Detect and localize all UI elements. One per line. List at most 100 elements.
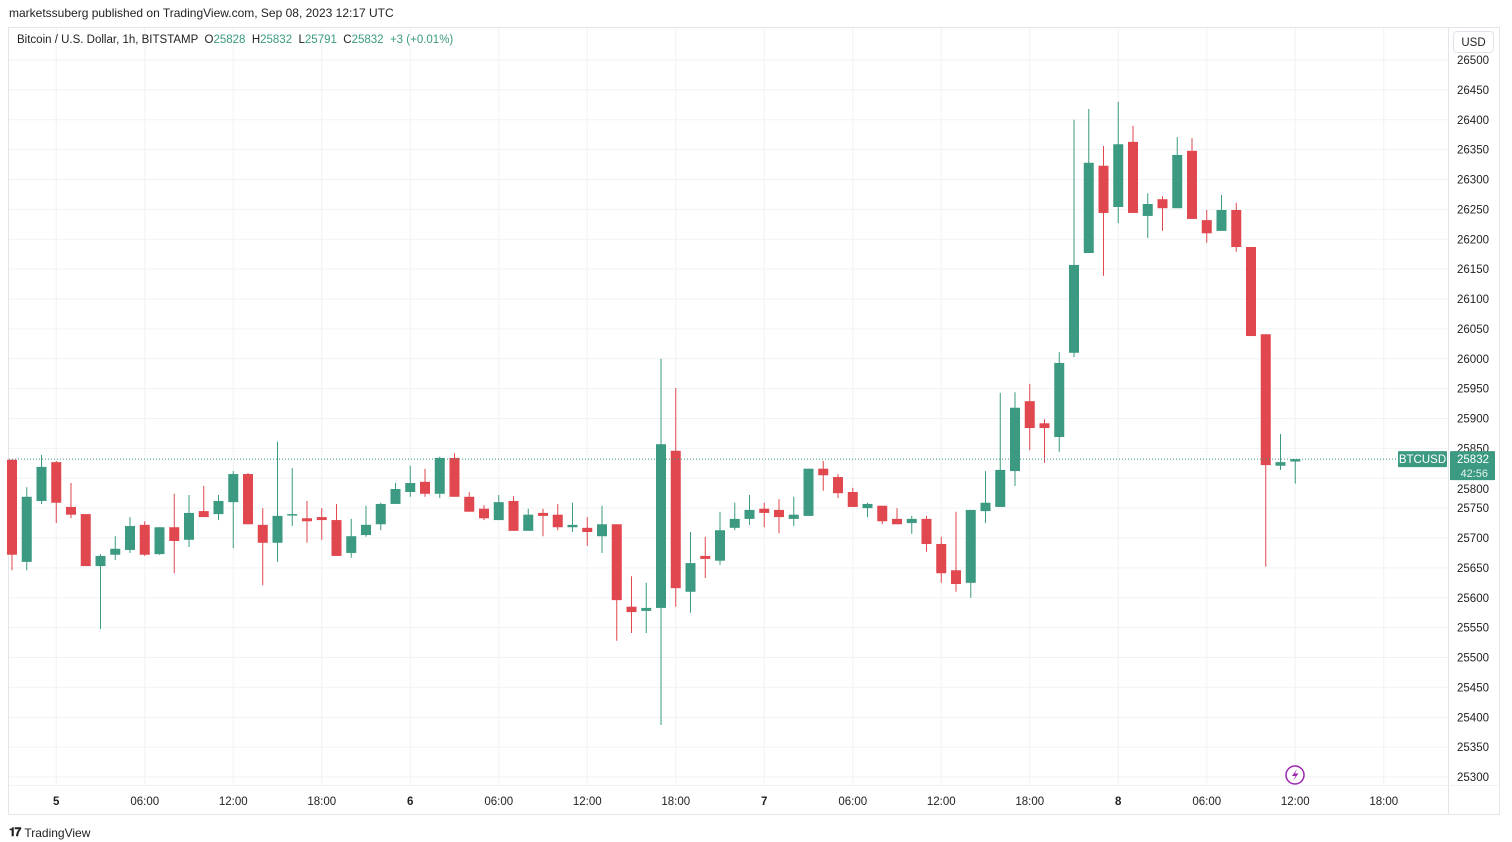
candle-body: [1113, 144, 1124, 207]
candle-body: [375, 503, 386, 525]
candle-body: [818, 468, 829, 476]
candle: [7, 459, 17, 571]
candle: [744, 494, 755, 525]
y-tick-label: 26400: [1457, 115, 1489, 127]
candle-body: [744, 509, 755, 519]
candle-body: [66, 506, 76, 515]
x-tick-label: 18:00: [1369, 796, 1398, 808]
x-tick-label: 06:00: [838, 796, 867, 808]
candle-body: [287, 514, 298, 516]
candle: [1201, 209, 1212, 243]
candle: [390, 483, 401, 504]
x-tick-label: 18:00: [307, 796, 336, 808]
candle: [567, 502, 578, 533]
y-tick-label: 26050: [1457, 324, 1489, 336]
candle: [611, 524, 622, 641]
candle-body: [420, 481, 430, 494]
y-tick-label: 25950: [1457, 384, 1489, 396]
candle: [833, 474, 843, 498]
candle-body: [538, 512, 548, 516]
y-tick-label: 26450: [1457, 85, 1489, 97]
candle: [759, 502, 770, 528]
candle: [449, 453, 460, 497]
candle-body: [1128, 141, 1138, 213]
candle-body: [257, 524, 268, 543]
candle-body: [552, 514, 563, 528]
candle-body: [169, 527, 180, 541]
tradingview-logo-icon: 𝟏𝟕: [9, 825, 21, 839]
candle: [951, 511, 961, 592]
candle: [877, 505, 888, 525]
candle-body: [965, 509, 976, 583]
candle-body: [272, 515, 283, 543]
y-tick-label: 25350: [1457, 742, 1489, 754]
low-value: 25791: [304, 34, 337, 46]
candle: [1039, 419, 1050, 463]
candle-body: [7, 459, 17, 555]
candle: [936, 536, 947, 583]
candle: [125, 517, 135, 553]
candle: [626, 576, 637, 634]
candle: [66, 483, 76, 519]
candle: [656, 358, 666, 726]
candle-body: [1246, 247, 1256, 337]
candle: [1157, 196, 1168, 231]
lightning-icon[interactable]: [1285, 765, 1305, 785]
publisher-line: marketssuberg published on TradingView.c…: [9, 6, 394, 20]
candle-body: [1275, 462, 1286, 466]
y-tick-label: 26100: [1457, 294, 1489, 306]
candle-body: [449, 457, 460, 497]
candle: [1083, 108, 1094, 253]
symbol-legend: Bitcoin / U.S. Dollar, 1h, BITSTAMP O258…: [17, 34, 453, 46]
candle: [523, 508, 534, 531]
candle-body: [184, 512, 194, 540]
candle-body: [51, 462, 62, 503]
y-tick-label: 25750: [1457, 503, 1489, 515]
candle-body: [110, 548, 121, 555]
candle-body: [1024, 401, 1035, 429]
candle: [110, 536, 121, 561]
candle: [862, 502, 873, 518]
y-tick-label: 25600: [1457, 593, 1489, 605]
candle: [1216, 195, 1227, 231]
candle: [1010, 392, 1020, 487]
candle-body: [641, 607, 652, 611]
candle-body: [361, 524, 371, 536]
candle: [670, 388, 681, 607]
currency-button[interactable]: USD: [1453, 31, 1494, 53]
candle-body: [464, 496, 475, 512]
close-label: C: [343, 34, 352, 46]
candle-body: [154, 527, 165, 555]
x-tick-label: 8: [1115, 796, 1122, 808]
candle-body: [1142, 203, 1153, 216]
candle-body: [1172, 155, 1183, 209]
candle: [641, 582, 652, 634]
candle-body: [80, 514, 91, 567]
x-tick-label: 12:00: [927, 796, 956, 808]
candle: [597, 505, 607, 553]
y-tick-label: 26300: [1457, 175, 1489, 187]
x-tick-label: 6: [407, 796, 413, 808]
y-tick-label: 26200: [1457, 234, 1489, 246]
tradingview-brand[interactable]: 𝟏𝟕 TradingView: [9, 825, 90, 840]
candle-body: [508, 500, 519, 531]
candle-body: [1187, 150, 1197, 219]
candle-body: [1201, 220, 1212, 234]
candle: [1290, 459, 1301, 484]
candle: [1275, 434, 1286, 470]
candle: [361, 505, 371, 537]
candle: [228, 471, 239, 549]
candle-body: [228, 474, 239, 503]
candle: [715, 511, 725, 565]
candle: [139, 521, 150, 556]
candle: [1054, 352, 1065, 452]
candle-body: [877, 505, 888, 522]
candle-body: [125, 526, 135, 550]
candle: [51, 460, 62, 524]
candle-body: [936, 543, 947, 574]
candle-body: [921, 518, 932, 544]
candle: [980, 471, 991, 524]
candle: [346, 518, 357, 558]
candle: [685, 532, 696, 613]
